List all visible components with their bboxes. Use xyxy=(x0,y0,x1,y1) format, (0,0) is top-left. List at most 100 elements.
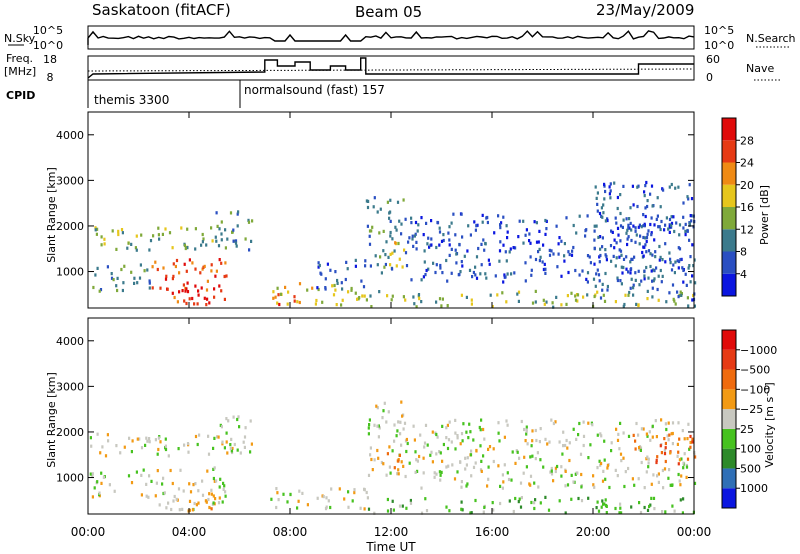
echo-cell xyxy=(646,434,649,438)
echo-cell xyxy=(665,216,668,220)
echo-cell xyxy=(173,295,176,300)
echo-cell xyxy=(516,292,519,296)
echo-cell xyxy=(560,465,563,469)
echo-cell xyxy=(402,427,405,431)
echo-cell xyxy=(446,304,449,308)
echo-cell xyxy=(169,468,172,473)
echo-cell xyxy=(503,463,506,467)
echo-cell xyxy=(184,289,187,293)
colorbar-tick-label: 8 xyxy=(740,246,747,259)
echo-cell xyxy=(639,510,643,515)
time-axis-ticks: 00:00 04:00 08:00 12:00 16:00 20:00 00:00 xyxy=(71,112,712,539)
echo-cell xyxy=(221,440,224,444)
echo-cell xyxy=(135,234,138,238)
xtick-label: 00:00 xyxy=(677,525,712,539)
echo-cell xyxy=(525,228,528,232)
echo-cell xyxy=(115,284,118,288)
echo-cell xyxy=(229,446,232,450)
echo-cell xyxy=(369,453,372,457)
echo-cell xyxy=(691,243,694,247)
echo-cell xyxy=(450,271,453,275)
echo-cell xyxy=(350,286,353,291)
echo-cell xyxy=(369,294,372,298)
echo-cell xyxy=(230,437,233,441)
echo-cell xyxy=(649,503,652,507)
echo-cell xyxy=(250,442,253,446)
echo-cell xyxy=(646,508,650,512)
echo-cell xyxy=(685,475,688,479)
echo-cell xyxy=(671,442,674,446)
echo-cell xyxy=(439,478,442,482)
echo-cell xyxy=(582,443,585,448)
echo-cell xyxy=(614,264,617,268)
echo-cell xyxy=(347,290,350,294)
echo-cell xyxy=(693,481,697,485)
echo-cell xyxy=(391,251,394,255)
freq-right-tick-top: 60 xyxy=(706,53,720,66)
echo-cell xyxy=(434,270,437,275)
echo-cell xyxy=(609,182,612,186)
echo-cell xyxy=(514,461,517,465)
echo-cell xyxy=(623,302,626,307)
colorbar-tick-label: 25 xyxy=(740,423,754,436)
echo-cell xyxy=(183,443,186,447)
colorbar-swatch xyxy=(722,448,736,469)
echo-cell xyxy=(497,464,500,468)
echo-cell xyxy=(544,495,547,499)
echo-cell xyxy=(407,240,410,244)
echo-cell xyxy=(663,452,667,456)
echo-cell xyxy=(558,236,561,240)
echo-cell xyxy=(91,472,94,476)
echo-cell xyxy=(365,298,368,302)
echo-cell xyxy=(321,300,324,304)
echo-cell xyxy=(596,202,599,206)
echo-cell xyxy=(627,466,630,471)
echo-cell xyxy=(367,473,371,477)
echo-cell xyxy=(550,469,553,473)
echo-cell xyxy=(154,494,157,498)
echo-cell xyxy=(482,427,485,432)
echo-cell xyxy=(205,243,208,247)
echo-cell xyxy=(100,235,103,239)
echo-cell xyxy=(420,300,423,304)
echo-cell xyxy=(483,437,486,441)
echo-cell xyxy=(635,302,638,306)
echo-cell xyxy=(631,257,634,261)
echo-cell xyxy=(448,225,451,229)
echo-cell xyxy=(644,206,647,210)
echo-cell xyxy=(369,446,372,450)
echo-cell xyxy=(693,258,696,262)
echo-cell xyxy=(296,300,299,304)
echo-cell xyxy=(220,220,223,224)
echo-cell xyxy=(435,452,438,456)
echo-cell xyxy=(475,255,479,259)
echo-cell xyxy=(460,293,463,297)
colorbar-swatch xyxy=(722,273,736,296)
echo-cell xyxy=(378,426,381,430)
echo-cell xyxy=(347,490,350,494)
echo-cell xyxy=(668,468,671,472)
echo-cell xyxy=(638,501,641,505)
echo-cell xyxy=(408,461,411,465)
echo-cell xyxy=(130,450,133,454)
echo-cell xyxy=(562,430,565,434)
echo-cell xyxy=(483,248,486,252)
echo-cell xyxy=(688,264,691,268)
echo-cell xyxy=(145,494,148,498)
echo-cell xyxy=(550,418,553,422)
echo-cell xyxy=(356,297,359,301)
echo-cell xyxy=(373,458,376,462)
echo-cell xyxy=(103,242,106,246)
echo-cell xyxy=(600,505,603,509)
echo-cell xyxy=(336,281,339,285)
echo-cell xyxy=(202,237,205,241)
echo-cell xyxy=(394,241,397,245)
colorbar-tick-label: 12 xyxy=(740,223,754,236)
echo-cell xyxy=(362,285,366,289)
echo-cell xyxy=(542,243,545,247)
echo-cell xyxy=(595,506,598,510)
echo-cell xyxy=(638,242,641,246)
echo-cell xyxy=(656,196,659,200)
echo-cell xyxy=(501,291,504,295)
